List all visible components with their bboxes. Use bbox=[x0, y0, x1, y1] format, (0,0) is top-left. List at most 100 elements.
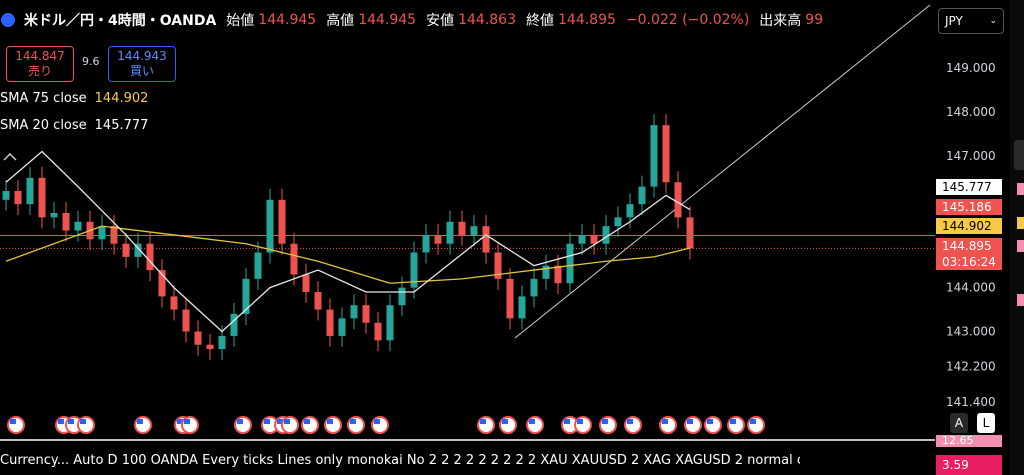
candle-body bbox=[398, 287, 406, 306]
candle bbox=[674, 171, 682, 229]
event-flag-canton bbox=[264, 419, 270, 424]
sma75-badge: 144.902 bbox=[936, 218, 1002, 234]
candle-body bbox=[686, 217, 694, 249]
candle-body bbox=[278, 199, 286, 244]
right-strip bbox=[1010, 0, 1024, 475]
candle bbox=[278, 188, 286, 255]
candle-body bbox=[494, 252, 502, 279]
event-flag-canton bbox=[137, 419, 143, 424]
event-flag-canton bbox=[480, 419, 486, 424]
y-tick-label: 143.000 bbox=[946, 325, 996, 339]
candle bbox=[542, 254, 550, 290]
candle bbox=[446, 210, 454, 255]
candle bbox=[290, 232, 298, 286]
candle-body bbox=[206, 344, 214, 350]
sma-line bbox=[5, 225, 691, 284]
candle-body bbox=[230, 313, 238, 336]
candle bbox=[650, 114, 658, 198]
sma20-badge: 145.777 bbox=[936, 179, 1002, 195]
candle bbox=[662, 114, 670, 194]
event-flag-canton bbox=[350, 419, 356, 424]
candle-body bbox=[170, 296, 178, 310]
event-flag-canton bbox=[237, 419, 243, 424]
sell-button[interactable]: 144.847 売り bbox=[6, 46, 74, 82]
candle-body bbox=[254, 252, 262, 279]
log-scale-button[interactable]: L bbox=[977, 413, 995, 433]
candle-body bbox=[674, 182, 682, 218]
event-flag-canton bbox=[707, 419, 713, 424]
volume-label: 出来高 bbox=[759, 13, 802, 29]
buy-price: 144.943 bbox=[117, 49, 167, 63]
candle-body bbox=[638, 186, 646, 205]
y-tick-label: 144.000 bbox=[946, 281, 996, 295]
candle-body bbox=[98, 226, 106, 240]
event-flag-canton bbox=[304, 419, 310, 424]
candle-body bbox=[146, 243, 154, 271]
event-flag-canton bbox=[577, 419, 583, 424]
collapse-arrow[interactable] bbox=[3, 152, 17, 161]
candle-body bbox=[446, 221, 454, 244]
candle-body bbox=[590, 234, 598, 244]
strip-mark bbox=[1017, 217, 1024, 229]
candle bbox=[578, 223, 586, 255]
candle-body bbox=[470, 226, 478, 235]
sma-line bbox=[5, 150, 691, 333]
candle-body bbox=[2, 191, 10, 200]
candle bbox=[14, 180, 22, 216]
event-flag-canton bbox=[529, 419, 535, 424]
event-flag-canton bbox=[662, 419, 668, 424]
trend-line bbox=[514, 4, 931, 339]
candle bbox=[146, 232, 154, 282]
dropdown-caret: ⌄ bbox=[989, 16, 997, 26]
event-flag-canton bbox=[284, 419, 290, 424]
auto-scale-button[interactable]: A bbox=[950, 413, 968, 433]
candle bbox=[98, 215, 106, 251]
candle bbox=[386, 294, 394, 352]
event-flag-canton bbox=[502, 419, 508, 424]
currency-select[interactable]: JPY ⌄ bbox=[938, 8, 1004, 34]
candle-body bbox=[266, 199, 274, 253]
candle bbox=[410, 241, 418, 299]
spread: 9.6 bbox=[82, 55, 100, 68]
candle bbox=[614, 206, 622, 238]
candle bbox=[602, 215, 610, 255]
candle bbox=[38, 166, 46, 229]
candle-body bbox=[422, 234, 430, 253]
candle-body bbox=[362, 305, 370, 323]
event-flag-canton bbox=[177, 419, 183, 424]
candle-body bbox=[614, 217, 622, 227]
candle bbox=[566, 232, 574, 295]
candle bbox=[158, 259, 166, 308]
event-flag-canton bbox=[687, 419, 693, 424]
low-label: 安値 bbox=[426, 13, 455, 29]
level-badge: 145.186 bbox=[936, 199, 1002, 215]
sma20-legend: SMA 20 close 145.777 bbox=[0, 118, 148, 133]
event-flag-canton bbox=[750, 419, 756, 424]
y-tick-label: 147.000 bbox=[946, 149, 996, 163]
y-tick-label: 142.200 bbox=[946, 360, 996, 374]
open-label: 始値 bbox=[226, 13, 255, 29]
panel-button[interactable] bbox=[1014, 140, 1024, 170]
candle bbox=[194, 320, 202, 356]
event-flag-canton bbox=[184, 419, 190, 424]
candle-body bbox=[518, 296, 526, 319]
footer-text: Currency... Auto D 100 OANDA Every ticks… bbox=[0, 453, 800, 468]
candle bbox=[518, 285, 526, 330]
candle bbox=[26, 166, 34, 216]
buy-button[interactable]: 144.943 買い bbox=[108, 46, 176, 82]
candle bbox=[230, 302, 238, 347]
candle-body bbox=[350, 305, 358, 319]
open-value: 144.945 bbox=[258, 12, 317, 28]
candle-body bbox=[374, 322, 382, 341]
event-flag-canton bbox=[730, 419, 736, 424]
event-flag-canton bbox=[564, 419, 570, 424]
y-tick-label: 149.000 bbox=[946, 61, 996, 75]
price-badge: 144.895 03:16:24 bbox=[936, 238, 1002, 270]
legend-name: SMA 75 close bbox=[0, 91, 87, 106]
event-flag-canton bbox=[374, 419, 380, 424]
candle bbox=[398, 276, 406, 317]
candle-body bbox=[506, 278, 514, 319]
candle-body bbox=[158, 270, 166, 297]
